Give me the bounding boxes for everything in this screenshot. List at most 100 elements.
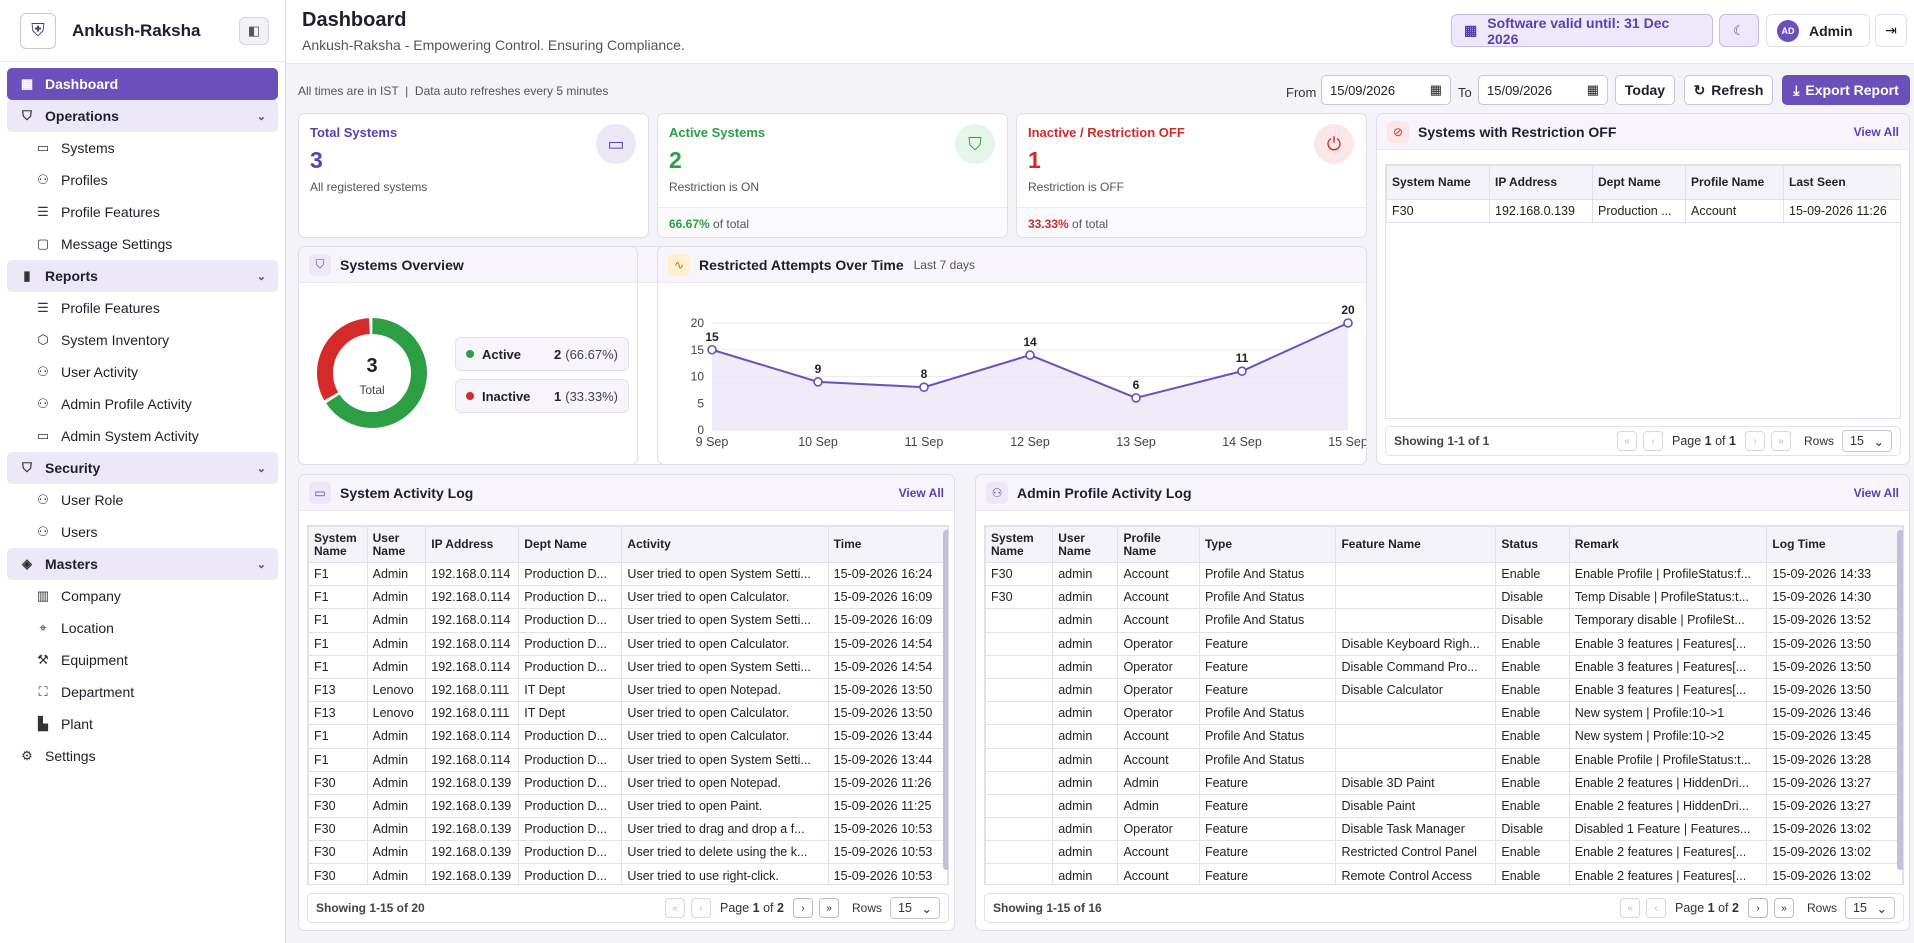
- restriction-off-view-all[interactable]: View All: [1853, 124, 1899, 139]
- prev-page-button[interactable]: ‹: [690, 898, 711, 918]
- table-row[interactable]: admin Admin Feature Disable 3D Paint Enable E…: [985, 770, 1903, 795]
- column-header[interactable]: Log Time: [1766, 526, 1903, 563]
- sidebar-group-reports[interactable]: ▮ Reports ⌄: [7, 260, 278, 292]
- active-systems-card[interactable]: Active Systems 2 Restriction is ON ⛉ 66.…: [657, 113, 1008, 238]
- sidebar-item-department[interactable]: ⛶ Department: [7, 676, 278, 708]
- column-header[interactable]: Dept Name: [518, 526, 623, 563]
- table-row[interactable]: admin Account Profile And Status Disable Tem…: [985, 608, 1903, 633]
- first-page-button[interactable]: «: [1616, 431, 1637, 451]
- column-header[interactable]: Time: [827, 526, 948, 563]
- from-date-input[interactable]: 15/09/2026 ▦: [1321, 75, 1451, 105]
- table-row[interactable]: F30 Admin 192.168.0.139 Production D... User…: [308, 793, 948, 819]
- table-row[interactable]: admin Operator Feature Disable Command Pro.…: [985, 654, 1903, 679]
- sidebar-group-masters[interactable]: ◈ Masters ⌄: [7, 548, 278, 580]
- column-header[interactable]: Status: [1495, 526, 1570, 563]
- table-row[interactable]: admin Account Feature Remote Control Access…: [985, 863, 1903, 884]
- rows-select[interactable]: 15 ⌄: [1845, 897, 1895, 919]
- sidebar-item-admin-system-activity[interactable]: ▭ Admin System Activity: [7, 420, 278, 452]
- table-row[interactable]: admin Operator Feature Disable Calculator En…: [985, 677, 1903, 703]
- last-page-button[interactable]: »: [1773, 898, 1794, 918]
- system-activity-scrollbar[interactable]: [943, 530, 948, 870]
- sidebar-item-user-activity[interactable]: ⚇ User Activity: [7, 356, 278, 388]
- table-row[interactable]: F30 Admin 192.168.0.139 Production D... User…: [308, 817, 948, 842]
- sidebar-item-profiles[interactable]: ⚇ Profiles: [7, 164, 278, 196]
- table-row[interactable]: F30 Admin 192.168.0.139 Production D... User…: [308, 770, 948, 795]
- system-activity-log-view-all[interactable]: View All: [898, 485, 944, 500]
- column-header[interactable]: User Name: [1052, 526, 1119, 563]
- user-menu-button[interactable]: AD Admin: [1766, 14, 1870, 47]
- table-row[interactable]: F1 Admin 192.168.0.114 Production D... User …: [308, 561, 948, 587]
- column-header[interactable]: Last Seen: [1783, 165, 1900, 200]
- donut-inactive-segment[interactable]: [317, 318, 427, 428]
- column-header[interactable]: Profile Name: [1685, 165, 1784, 200]
- next-page-button[interactable]: ›: [1747, 898, 1768, 918]
- table-row[interactable]: F1 Admin 192.168.0.114 Production D... User …: [308, 654, 948, 679]
- prev-page-button[interactable]: ‹: [1642, 431, 1663, 451]
- last-page-button[interactable]: »: [818, 898, 839, 918]
- table-row[interactable]: admin Operator Profile And Status Enable New…: [985, 701, 1903, 726]
- column-header[interactable]: Profile Name: [1117, 526, 1200, 563]
- refresh-button[interactable]: ↻ Refresh: [1684, 75, 1773, 105]
- column-header[interactable]: User Name: [366, 526, 427, 563]
- column-header[interactable]: Feature Name: [1335, 526, 1497, 563]
- first-page-button[interactable]: «: [1619, 898, 1640, 918]
- column-header[interactable]: System Name: [308, 526, 368, 563]
- table-row[interactable]: F30 Admin 192.168.0.139 Production D... User…: [308, 863, 948, 884]
- sidebar-item-plant[interactable]: ▙ Plant: [7, 708, 278, 740]
- next-page-button[interactable]: ›: [1744, 431, 1765, 451]
- table-row[interactable]: F30 admin Account Profile And Status Enable E…: [985, 561, 1903, 587]
- admin-activity-scrollbar[interactable]: [1897, 530, 1903, 870]
- first-page-button[interactable]: «: [664, 898, 685, 918]
- table-row[interactable]: admin Admin Feature Disable Paint Enable Enab…: [985, 793, 1903, 819]
- sidebar-item-profile-features[interactable]: ☰ Profile Features: [7, 196, 278, 228]
- inactive-systems-card[interactable]: Inactive / Restriction OFF 1 Restriction…: [1016, 113, 1367, 238]
- sidebar-item-location[interactable]: ⌖ Location: [7, 612, 278, 644]
- column-header[interactable]: Activity: [621, 526, 829, 563]
- sidebar-item-admin-profile-activity[interactable]: ⚇ Admin Profile Activity: [7, 388, 278, 420]
- table-row[interactable]: F30 admin Account Profile And Status Disable…: [985, 585, 1903, 610]
- today-button[interactable]: Today: [1615, 75, 1675, 105]
- table-row[interactable]: admin Account Feature Restricted Control Pa…: [985, 840, 1903, 865]
- admin-profile-activity-log-view-all[interactable]: View All: [1853, 485, 1899, 500]
- total-systems-card[interactable]: Total Systems 3 All registered systems ▭: [298, 113, 649, 238]
- table-row[interactable]: admin Account Profile And Status Enable New …: [985, 724, 1903, 749]
- logout-button[interactable]: ⇥: [1875, 14, 1907, 47]
- sidebar-item-equipment[interactable]: ⚒ Equipment: [7, 644, 278, 676]
- rows-select[interactable]: 15 ⌄: [1842, 430, 1892, 452]
- sidebar-item-settings[interactable]: ⚙ Settings: [7, 740, 278, 772]
- table-row[interactable]: admin Operator Feature Disable Task Manager…: [985, 817, 1903, 842]
- validity-badge[interactable]: ▦ Software valid until: 31 Dec 2026: [1451, 14, 1713, 47]
- donut-active-segment[interactable]: [317, 318, 427, 428]
- theme-toggle-button[interactable]: ☾: [1719, 14, 1759, 47]
- sidebar-item-company[interactable]: ▥ Company: [7, 580, 278, 612]
- sidebar-item-user-role[interactable]: ⚇ User Role: [7, 484, 278, 516]
- table-row[interactable]: admin Account Profile And Status Enable Enab…: [985, 747, 1903, 772]
- column-header[interactable]: System Name: [1386, 165, 1490, 200]
- collapse-sidebar-button[interactable]: ◧: [239, 16, 269, 45]
- table-row[interactable]: F1 Admin 192.168.0.114 Production D... User …: [308, 608, 948, 633]
- last-page-button[interactable]: »: [1770, 431, 1791, 451]
- column-header[interactable]: Dept Name: [1592, 165, 1686, 200]
- column-header[interactable]: Remark: [1568, 526, 1768, 563]
- table-row[interactable]: F1 Admin 192.168.0.114 Production D... User …: [308, 724, 948, 749]
- sidebar-item-profile-features[interactable]: ☰ Profile Features: [7, 292, 278, 324]
- table-row[interactable]: F13 Lenovo 192.168.0.111 IT Dept User tried …: [308, 701, 948, 726]
- table-row[interactable]: F30 Admin 192.168.0.139 Production D... User…: [308, 840, 948, 865]
- next-page-button[interactable]: ›: [792, 898, 813, 918]
- table-row[interactable]: admin Operator Feature Disable Keyboard Rig…: [985, 631, 1903, 656]
- sidebar-group-security[interactable]: ⛉ Security ⌄: [7, 452, 278, 484]
- column-header[interactable]: IP Address: [1489, 165, 1593, 200]
- table-row[interactable]: F13 Lenovo 192.168.0.111 IT Dept User tried …: [308, 677, 948, 703]
- table-row[interactable]: F30 192.168.0.139 Production ... Account 15-…: [1386, 198, 1900, 224]
- column-header[interactable]: IP Address: [425, 526, 520, 563]
- table-row[interactable]: F1 Admin 192.168.0.114 Production D... User …: [308, 631, 948, 656]
- sidebar-item-message-settings[interactable]: ▢ Message Settings: [7, 228, 278, 260]
- column-header[interactable]: System Name: [985, 526, 1054, 563]
- rows-select[interactable]: 15 ⌄: [890, 897, 940, 919]
- column-header[interactable]: Type: [1198, 526, 1337, 563]
- sidebar-item-system-inventory[interactable]: ⬡ System Inventory: [7, 324, 278, 356]
- table-row[interactable]: F1 Admin 192.168.0.114 Production D... User …: [308, 585, 948, 610]
- to-date-input[interactable]: 15/09/2026 ▦: [1478, 75, 1608, 105]
- sidebar-item-dashboard[interactable]: ▦ Dashboard: [7, 68, 278, 100]
- table-row[interactable]: F1 Admin 192.168.0.114 Production D... User …: [308, 747, 948, 772]
